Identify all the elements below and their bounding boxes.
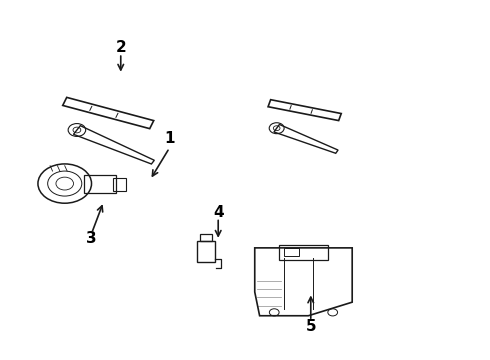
Bar [197,241,215,262]
Text: 1: 1 [164,131,175,147]
Bar [84,175,116,193]
Bar [114,178,125,191]
Text: 2: 2 [115,40,126,55]
Bar [279,245,328,260]
Text: 4: 4 [213,204,223,220]
Bar [200,234,212,241]
Text: 3: 3 [86,231,97,247]
Bar [284,248,298,256]
Text: 5: 5 [305,319,316,334]
